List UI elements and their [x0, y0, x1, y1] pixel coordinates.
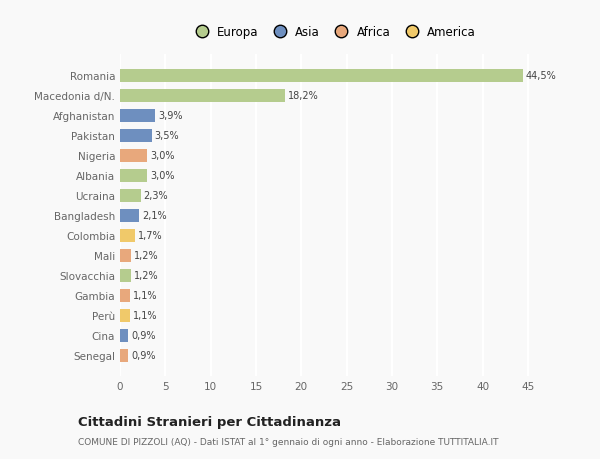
- Text: COMUNE DI PIZZOLI (AQ) - Dati ISTAT al 1° gennaio di ogni anno - Elaborazione TU: COMUNE DI PIZZOLI (AQ) - Dati ISTAT al 1…: [78, 437, 499, 446]
- Bar: [120, 189, 141, 202]
- Text: 1,2%: 1,2%: [134, 270, 158, 280]
- Bar: [120, 90, 285, 102]
- Text: 18,2%: 18,2%: [287, 91, 319, 101]
- Text: 0,9%: 0,9%: [131, 330, 155, 340]
- Bar: [120, 110, 155, 123]
- Bar: [120, 289, 130, 302]
- Bar: [120, 349, 128, 362]
- Bar: [120, 150, 147, 162]
- Text: 3,9%: 3,9%: [158, 111, 182, 121]
- Text: 1,1%: 1,1%: [133, 310, 157, 320]
- Bar: [120, 329, 128, 342]
- Text: 1,1%: 1,1%: [133, 291, 157, 301]
- Text: 3,5%: 3,5%: [154, 131, 179, 141]
- Text: 2,3%: 2,3%: [143, 191, 168, 201]
- Bar: [120, 129, 152, 142]
- Bar: [120, 169, 147, 182]
- Bar: [120, 70, 523, 83]
- Bar: [120, 309, 130, 322]
- Bar: [120, 249, 131, 262]
- Text: 1,7%: 1,7%: [138, 231, 163, 241]
- Text: 1,2%: 1,2%: [134, 251, 158, 261]
- Text: Cittadini Stranieri per Cittadinanza: Cittadini Stranieri per Cittadinanza: [78, 415, 341, 428]
- Text: 2,1%: 2,1%: [142, 211, 166, 221]
- Bar: [120, 269, 131, 282]
- Bar: [120, 229, 136, 242]
- Text: 3,0%: 3,0%: [150, 151, 175, 161]
- Bar: [120, 209, 139, 222]
- Legend: Europa, Asia, Africa, America: Europa, Asia, Africa, America: [187, 22, 479, 42]
- Text: 3,0%: 3,0%: [150, 171, 175, 181]
- Text: 44,5%: 44,5%: [526, 71, 557, 81]
- Text: 0,9%: 0,9%: [131, 350, 155, 360]
